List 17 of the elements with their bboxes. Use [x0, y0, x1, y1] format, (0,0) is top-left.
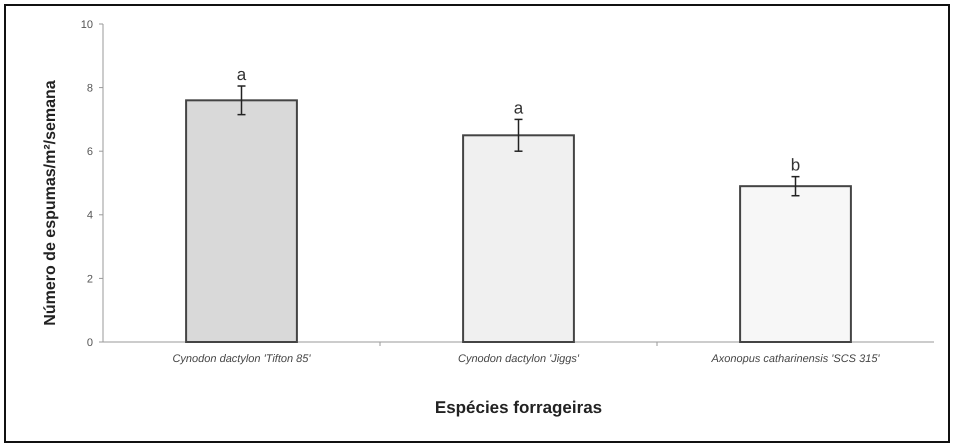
y-tick-label: 8	[86, 82, 93, 94]
annotation: b	[790, 156, 800, 175]
bar	[739, 185, 852, 343]
x-tick-label: Cynodon dactylon 'Tifton 85'	[172, 353, 312, 365]
x-tick-label: Cynodon dactylon 'Jiggs'	[458, 353, 580, 365]
x-axis-title: Espécies forrageiras	[434, 398, 602, 417]
y-axis-title: Número de espumas/m²/semana	[42, 80, 59, 326]
x-tick-label: Axonopus catharinensis 'SCS 315'	[710, 353, 880, 365]
annotation: a	[236, 65, 247, 84]
annotation: a	[514, 98, 524, 118]
y-tick-label: 2	[86, 273, 93, 286]
y-tick-label: 10	[80, 18, 93, 31]
bar	[185, 99, 298, 343]
y-tick-label: 6	[86, 146, 93, 158]
y-tick-label: 0	[86, 336, 93, 349]
bar	[462, 134, 575, 343]
y-tick-label: 4	[86, 210, 93, 222]
